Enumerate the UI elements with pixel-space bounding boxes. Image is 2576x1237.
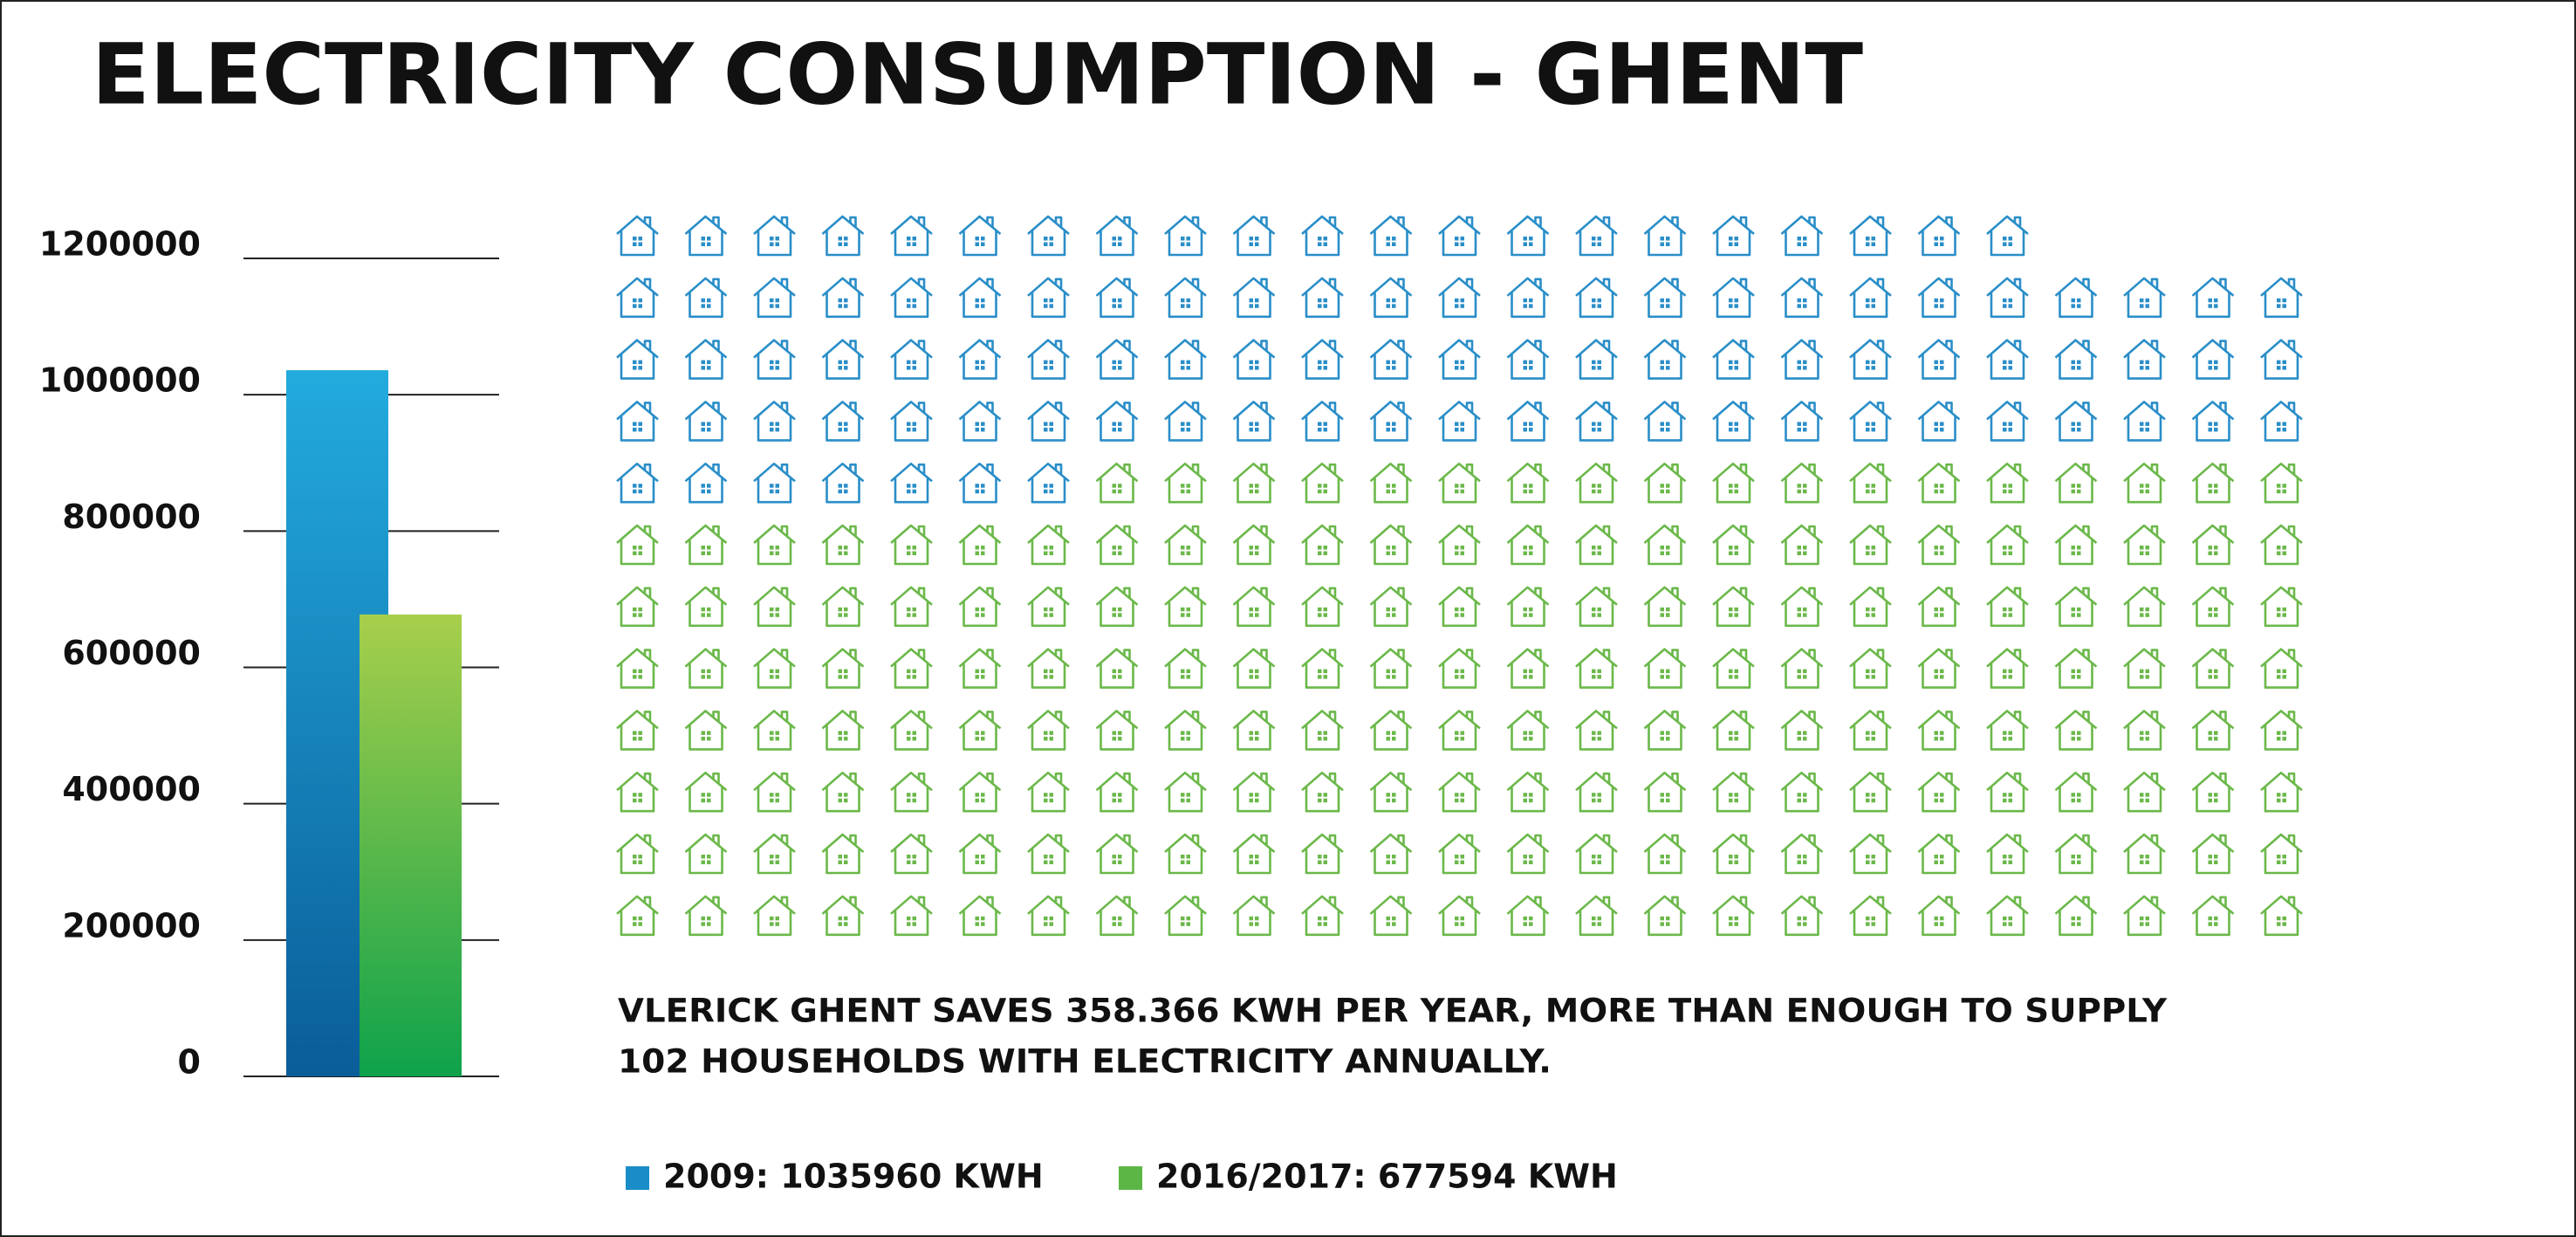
y-tick-label: 400000 — [62, 770, 201, 808]
y-tick-label: 1000000 — [39, 361, 201, 400]
y-tick-label: 200000 — [62, 906, 201, 945]
bar — [360, 614, 462, 1076]
legend-label: 2016/2017: 677594 KWH — [1156, 1158, 1618, 1196]
legend-label: 2009: 1035960 KWH — [663, 1158, 1044, 1196]
y-tick-label: 800000 — [62, 498, 201, 536]
annotation: VLERICK GHENT SAVES 358.366 KWH PER YEAR… — [618, 993, 2168, 1030]
y-tick-label: 0 — [178, 1043, 201, 1082]
chart-title: ELECTRICITY CONSUMPTION - GHENT — [92, 25, 1863, 123]
y-tick-label: 600000 — [62, 634, 201, 672]
legend-swatch — [626, 1166, 649, 1190]
annotation: 102 HOUSEHOLDS WITH ELECTRICITY ANNUALLY… — [618, 1043, 1552, 1081]
y-tick-label: 1200000 — [39, 225, 201, 264]
legend-swatch — [1119, 1166, 1142, 1190]
